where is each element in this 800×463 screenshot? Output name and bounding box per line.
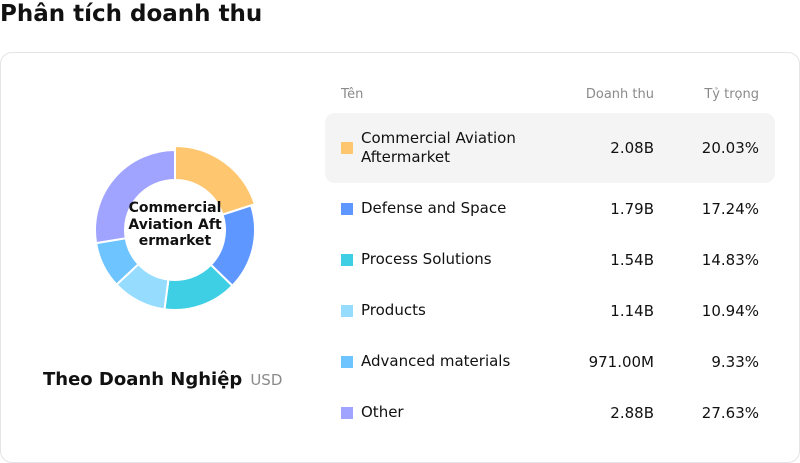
table-header: Tên Doanh thu Tỷ trọng — [325, 87, 775, 105]
column-header-revenue: Doanh thu — [585, 87, 654, 102]
chart-caption: Theo Doanh Nghiệp USD — [43, 369, 282, 390]
donut-slice[interactable] — [174, 144, 257, 216]
chart-caption-unit: USD — [250, 371, 283, 389]
row-share: 27.63% — [701, 404, 759, 422]
table-row[interactable]: Defense and Space 1.79B 17.24% — [325, 183, 775, 234]
column-header-name: Tên — [341, 87, 364, 102]
row-revenue: 1.14B — [610, 302, 654, 320]
row-share: 17.24% — [701, 200, 759, 218]
page-title: Phân tích doanh thu — [0, 1, 263, 27]
table-row[interactable]: Products 1.14B 10.94% — [325, 285, 775, 336]
table-row[interactable]: Commercial Aviation Aftermarket 2.08B 20… — [325, 113, 775, 183]
row-share: 20.03% — [701, 139, 759, 157]
chart-caption-title: Theo Doanh Nghiệp — [43, 369, 243, 390]
row-name: Commercial Aviation Aftermarket — [361, 129, 516, 166]
row-name: Process Solutions — [361, 250, 492, 268]
donut-chart-svg — [94, 144, 257, 311]
donut-slice[interactable] — [94, 148, 176, 245]
column-header-share: Tỷ trọng — [704, 87, 759, 102]
legend-swatch-icon — [341, 254, 353, 266]
row-share: 10.94% — [701, 302, 759, 320]
legend-swatch-icon — [341, 407, 353, 419]
row-name: Advanced materials — [361, 352, 511, 370]
row-share: 9.33% — [711, 353, 759, 371]
row-revenue: 1.79B — [610, 200, 654, 218]
row-name: Other — [361, 403, 404, 421]
legend-swatch-icon — [341, 356, 353, 368]
table-row[interactable]: Process Solutions 1.54B 14.83% — [325, 234, 775, 285]
row-revenue: 2.88B — [610, 404, 654, 422]
row-share: 14.83% — [701, 251, 759, 269]
donut-center-label: Commercial Aviation Aftermarket — [128, 200, 222, 249]
row-revenue: 1.54B — [610, 251, 654, 269]
table-row[interactable]: Other 2.88B 27.63% — [325, 387, 775, 438]
legend-swatch-icon — [341, 142, 353, 154]
legend-swatch-icon — [341, 203, 353, 215]
row-revenue: 2.08B — [610, 139, 654, 157]
row-name: Defense and Space — [361, 199, 507, 217]
row-name: Products — [361, 301, 426, 319]
table-row[interactable]: Advanced materials 971.00M 9.33% — [325, 336, 775, 387]
legend-swatch-icon — [341, 305, 353, 317]
row-revenue: 971.00M — [588, 353, 654, 371]
donut-chart: Commercial Aviation Aftermarket — [90, 140, 260, 320]
